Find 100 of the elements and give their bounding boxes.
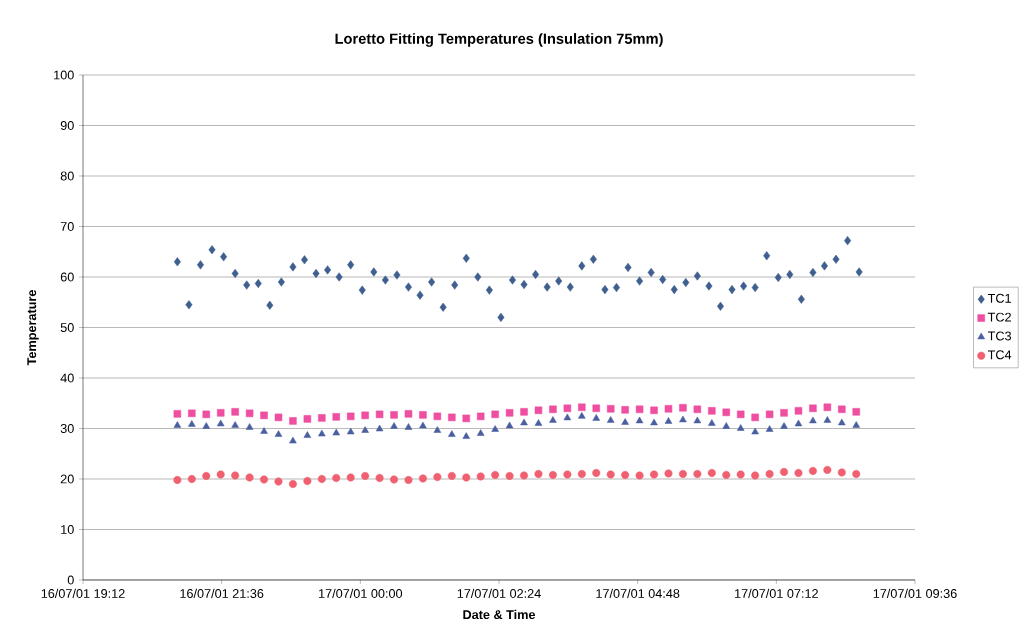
point bbox=[635, 405, 644, 414]
point bbox=[635, 471, 644, 480]
legend-label: TC2 bbox=[987, 312, 1011, 322]
point bbox=[736, 424, 745, 431]
point bbox=[390, 475, 399, 484]
point bbox=[390, 422, 398, 429]
point bbox=[563, 413, 572, 421]
x-tick-label: 17/07/01 09:36 bbox=[873, 588, 957, 598]
point bbox=[346, 427, 355, 435]
x-tick-label: 17/07/01 04:48 bbox=[596, 588, 680, 598]
point bbox=[318, 414, 326, 422]
point bbox=[491, 470, 500, 479]
point bbox=[563, 404, 572, 413]
point bbox=[216, 409, 225, 417]
point bbox=[751, 471, 760, 480]
point bbox=[780, 409, 788, 417]
point bbox=[808, 466, 817, 475]
point bbox=[245, 409, 254, 418]
point bbox=[361, 471, 370, 480]
point bbox=[592, 414, 600, 421]
point bbox=[765, 469, 774, 478]
point bbox=[635, 416, 644, 424]
point bbox=[679, 404, 687, 412]
point bbox=[852, 469, 861, 478]
point bbox=[664, 405, 673, 413]
point bbox=[231, 421, 239, 428]
point bbox=[520, 418, 528, 426]
point bbox=[621, 418, 629, 425]
point bbox=[693, 469, 702, 478]
point bbox=[289, 436, 297, 444]
point bbox=[823, 416, 832, 423]
point bbox=[838, 405, 846, 414]
point bbox=[231, 408, 239, 416]
point bbox=[722, 408, 730, 417]
point bbox=[433, 472, 442, 481]
point bbox=[491, 410, 499, 419]
point bbox=[404, 410, 413, 418]
point bbox=[216, 419, 225, 427]
point bbox=[823, 465, 832, 474]
point bbox=[520, 471, 529, 480]
point bbox=[707, 468, 716, 477]
point bbox=[563, 470, 572, 479]
point bbox=[736, 470, 745, 479]
legend-label: TC4 bbox=[987, 350, 1012, 360]
point bbox=[621, 406, 629, 414]
point bbox=[318, 429, 326, 437]
point bbox=[332, 413, 340, 421]
point bbox=[650, 470, 659, 479]
x-tick-label: 17/07/01 07:12 bbox=[735, 588, 818, 598]
point bbox=[693, 416, 702, 424]
point bbox=[202, 471, 211, 480]
point bbox=[476, 472, 485, 481]
point bbox=[809, 404, 817, 413]
point bbox=[780, 422, 788, 429]
point bbox=[606, 416, 615, 423]
point bbox=[708, 419, 716, 426]
y-tick-label: 80 bbox=[60, 171, 74, 181]
point bbox=[361, 426, 369, 433]
point bbox=[202, 410, 210, 419]
point bbox=[650, 418, 658, 426]
point bbox=[404, 475, 413, 484]
y-tick-label: 70 bbox=[60, 222, 74, 231]
point bbox=[375, 424, 384, 432]
point bbox=[317, 474, 326, 483]
point bbox=[505, 409, 514, 417]
point bbox=[274, 430, 283, 437]
point bbox=[780, 467, 789, 476]
point bbox=[375, 410, 384, 419]
point bbox=[837, 468, 846, 477]
point bbox=[447, 471, 456, 480]
y-tick-label: 90 bbox=[60, 121, 74, 130]
point bbox=[722, 422, 730, 429]
point bbox=[606, 470, 615, 479]
point bbox=[534, 406, 543, 415]
point bbox=[650, 406, 658, 415]
point bbox=[765, 425, 774, 432]
point bbox=[245, 423, 254, 430]
chart-title: Loretto Fitting Temperatures (Insulation 75mm) bbox=[335, 33, 663, 47]
point bbox=[606, 405, 615, 413]
point bbox=[736, 410, 745, 419]
point bbox=[722, 470, 731, 479]
point bbox=[693, 405, 702, 414]
legend-label: TC1 bbox=[987, 293, 1011, 303]
point bbox=[751, 427, 759, 435]
point bbox=[173, 475, 182, 484]
x-tick-label: 16/07/01 21:36 bbox=[180, 588, 264, 598]
point bbox=[534, 469, 543, 478]
point bbox=[448, 413, 456, 422]
point bbox=[548, 470, 557, 479]
point bbox=[476, 412, 485, 421]
point bbox=[390, 411, 398, 419]
point bbox=[303, 415, 312, 423]
y-tick-label: 30 bbox=[60, 424, 74, 433]
point bbox=[462, 432, 470, 439]
y-tick-label: 60 bbox=[60, 272, 74, 282]
point bbox=[303, 477, 312, 486]
point bbox=[549, 416, 557, 423]
point bbox=[794, 419, 803, 427]
y-tick-label: 10 bbox=[61, 525, 74, 534]
point bbox=[260, 411, 268, 420]
